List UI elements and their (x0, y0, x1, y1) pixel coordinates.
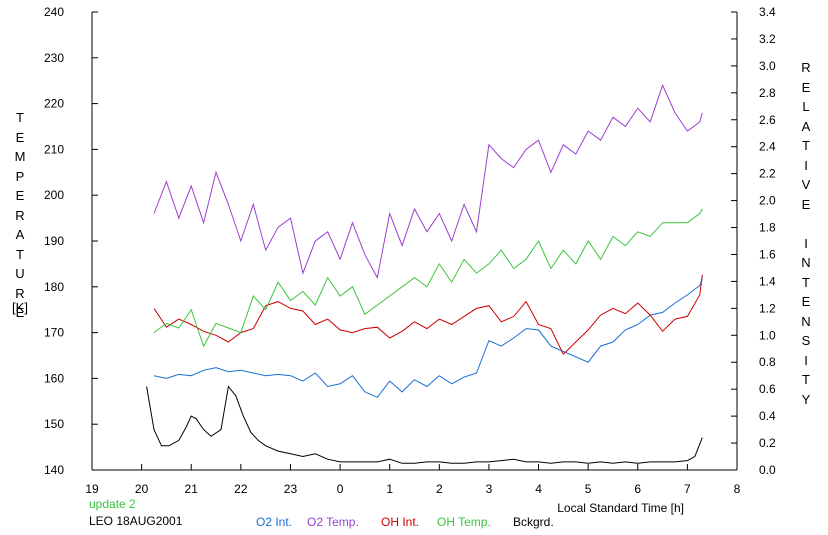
x-tick-label: 4 (535, 482, 542, 496)
x-tick-label: 8 (734, 482, 741, 496)
x-tick-label: 2 (436, 482, 443, 496)
legend-entry: OH Temp. (437, 515, 491, 529)
update-label: update 2 (89, 497, 136, 511)
x-tick-label: 23 (284, 482, 298, 496)
right-tick-label: 2.8 (759, 86, 776, 100)
x-tick-label: 7 (684, 482, 691, 496)
right-tick-label: 0.0 (759, 463, 776, 477)
left-tick-label: 230 (44, 51, 64, 65)
plot-frame (91, 12, 738, 471)
station-label: LEO 18AUG2001 (89, 514, 183, 528)
legend-entry: OH Int. (381, 515, 419, 529)
left-tick-label: 190 (44, 234, 64, 248)
right-tick-label: 3.4 (759, 5, 776, 19)
left-axis-unit: [K] (12, 300, 28, 315)
left-tick-label: 210 (44, 142, 64, 156)
legend: O2 Int. O2 Temp. OH Int. OH Temp. Bckgrd. (256, 515, 554, 529)
x-axis-label: Local Standard Time [h] (557, 501, 684, 515)
left-axis-ticks: 240 230 220 210 200 190 180 170 160 150 140 (44, 5, 98, 477)
x-tick-label: 0 (337, 482, 344, 496)
x-tick-label: 5 (585, 482, 592, 496)
left-tick-label: 140 (44, 463, 64, 477)
right-tick-label: 2.6 (759, 113, 776, 127)
right-axis-ticks: 3.4 3.2 3.0 2.8 2.6 2.4 2.2 2.0 1.8 1.6 1.4 1.2 1.0 0… (731, 5, 776, 477)
series-line-o2-int (153, 278, 703, 398)
right-tick-label: 0.8 (759, 355, 776, 369)
x-tick-label: 20 (135, 482, 149, 496)
legend-entry: Bckgrd. (513, 515, 554, 529)
right-tick-label: 1.6 (759, 247, 776, 261)
x-tick-label: 19 (85, 482, 99, 496)
x-tick-label: 22 (234, 482, 248, 496)
left-tick-label: 170 (44, 326, 64, 340)
left-tick-label: 150 (44, 417, 64, 431)
x-tick-label: 3 (486, 482, 493, 496)
x-tick-label: 1 (386, 482, 393, 496)
x-tick-label: 6 (634, 482, 641, 496)
x-axis-ticks: 19 20 21 22 23 0 1 2 3 4 5 6 7 8 (85, 464, 741, 496)
series-line-oh-temp (153, 208, 703, 348)
series-line-bckgrd (146, 385, 703, 464)
legend-entry: O2 Int. (256, 515, 292, 529)
right-tick-label: 3.2 (759, 32, 776, 46)
left-tick-label: 200 (44, 188, 64, 202)
x-tick-label: 21 (185, 482, 199, 496)
right-tick-label: 1.0 (759, 328, 776, 342)
left-tick-label: 160 (44, 371, 64, 385)
right-tick-label: 2.4 (759, 140, 776, 154)
right-tick-label: 1.8 (759, 221, 776, 235)
series-line-o2-temp (153, 83, 703, 280)
series-line-oh-int (153, 274, 703, 356)
legend-entry: O2 Temp. (307, 515, 359, 529)
series-layer (146, 83, 703, 464)
right-tick-label: 0.2 (759, 436, 776, 450)
right-tick-label: 3.0 (759, 59, 776, 73)
right-tick-label: 0.6 (759, 382, 776, 396)
right-tick-label: 1.2 (759, 301, 776, 315)
right-tick-label: 1.4 (759, 274, 776, 288)
left-tick-label: 220 (44, 97, 64, 111)
right-tick-label: 2.0 (759, 194, 776, 208)
right-tick-label: 0.4 (759, 409, 776, 423)
right-tick-label: 2.2 (759, 167, 776, 181)
left-tick-label: 240 (44, 5, 64, 19)
left-tick-label: 180 (44, 280, 64, 294)
